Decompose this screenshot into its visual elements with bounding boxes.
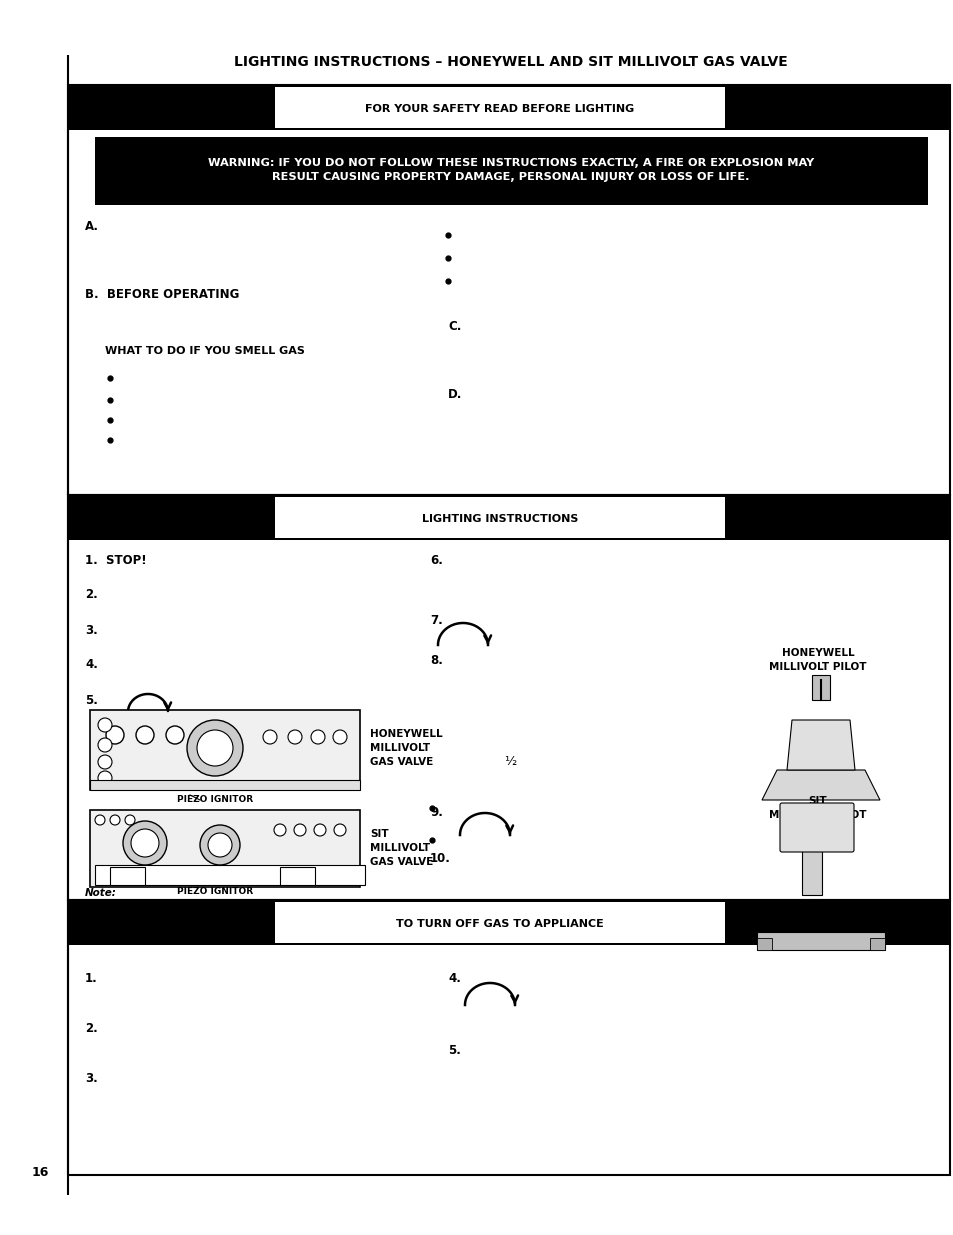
Text: 4.: 4. [448,972,460,984]
Bar [68,85,949,495]
Text: TO TURN OFF GAS TO APPLIANCE: TO TURN OFF GAS TO APPLIANCE [395,919,603,929]
Bar [68,85,949,130]
Text: 16: 16 [31,1166,49,1178]
Bar [274,496,724,538]
Circle shape [98,718,112,732]
Circle shape [208,832,232,857]
Text: SIT
MILLIVOLT PILOT: SIT MILLIVOLT PILOT [768,797,866,820]
Polygon shape [786,720,854,769]
Circle shape [333,730,347,743]
Bar [90,710,359,790]
Text: A.: A. [85,220,99,232]
Text: C.: C. [448,320,461,332]
Text: WHAT TO DO IF YOU SMELL GAS: WHAT TO DO IF YOU SMELL GAS [105,346,305,356]
Bar [90,810,359,887]
Text: 7.: 7. [430,614,442,626]
Bar [90,781,359,790]
Bar [280,867,314,885]
Bar [68,495,949,900]
Bar [274,902,724,944]
Bar [110,867,145,885]
Text: FOR YOUR SAFETY READ BEFORE LIGHTING: FOR YOUR SAFETY READ BEFORE LIGHTING [365,104,634,114]
Circle shape [106,726,124,743]
Text: 1.: 1. [85,972,97,984]
Text: ½: ½ [503,756,516,768]
Text: 2.: 2. [85,1021,97,1035]
Bar [95,864,365,885]
Bar [68,900,949,1174]
Text: 5.: 5. [85,694,98,706]
Text: SIT
MILLIVOLT
GAS VALVE: SIT MILLIVOLT GAS VALVE [370,829,433,867]
Circle shape [125,815,135,825]
Circle shape [166,726,184,743]
Circle shape [274,824,286,836]
Text: 8.: 8. [430,653,442,667]
Bar [95,137,927,205]
Bar [68,495,949,540]
Text: 10.: 10. [430,851,451,864]
Circle shape [200,825,240,864]
Circle shape [196,730,233,766]
Circle shape [334,824,346,836]
Text: B.  BEFORE OPERATING: B. BEFORE OPERATING [85,289,239,301]
Text: 9.: 9. [430,805,442,819]
Text: 3.: 3. [85,1072,97,1084]
Bar [869,939,884,950]
Circle shape [187,720,243,776]
Circle shape [294,824,306,836]
Bar [811,676,829,700]
Circle shape [131,829,159,857]
Text: 1.  STOP!: 1. STOP! [85,553,147,567]
Bar [801,845,821,895]
Text: 6.: 6. [430,553,442,567]
Circle shape [311,730,325,743]
Circle shape [263,730,276,743]
Circle shape [288,730,302,743]
Circle shape [98,771,112,785]
Circle shape [314,824,326,836]
Circle shape [95,815,105,825]
Bar [68,900,949,945]
Bar [757,932,884,950]
Text: 4.: 4. [85,658,98,672]
Bar [274,86,724,128]
Text: WARNING: IF YOU DO NOT FOLLOW THESE INSTRUCTIONS EXACTLY, A FIRE OR EXPLOSION MA: WARNING: IF YOU DO NOT FOLLOW THESE INST… [208,158,813,183]
Text: 2.: 2. [85,589,97,601]
Text: Note:: Note: [85,888,117,898]
Text: HONEYWELL
MILLIVOLT
GAS VALVE: HONEYWELL MILLIVOLT GAS VALVE [370,729,442,767]
Circle shape [123,821,167,864]
Text: LIGHTING INSTRUCTIONS: LIGHTING INSTRUCTIONS [421,514,578,524]
FancyBboxPatch shape [780,803,853,852]
Bar [757,939,771,950]
Circle shape [98,755,112,769]
Text: PIEZO IGNITOR: PIEZO IGNITOR [176,888,253,897]
Text: 3.: 3. [85,624,97,636]
Circle shape [136,726,153,743]
Text: 5.: 5. [448,1044,460,1056]
Circle shape [98,739,112,752]
Text: PIEZO IGNITOR: PIEZO IGNITOR [176,795,253,804]
Text: D.: D. [448,388,462,400]
Circle shape [110,815,120,825]
Text: LIGHTING INSTRUCTIONS – HONEYWELL AND SIT MILLIVOLT GAS VALVE: LIGHTING INSTRUCTIONS – HONEYWELL AND SI… [233,56,787,69]
Polygon shape [761,769,879,800]
Text: HONEYWELL
MILLIVOLT PILOT: HONEYWELL MILLIVOLT PILOT [768,648,866,672]
